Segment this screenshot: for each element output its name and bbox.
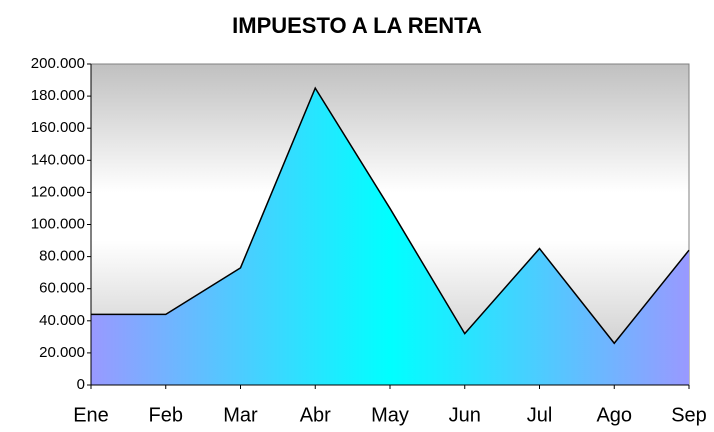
x-tick-label: Abr (300, 404, 331, 426)
y-tick-label: 0 (77, 376, 85, 393)
line (91, 86, 690, 345)
x-tick-label: Sep (671, 404, 707, 426)
area (91, 88, 689, 385)
y-tick-label: 160.000 (31, 119, 85, 136)
y-tick-label: 200.000 (31, 55, 85, 72)
x-tick-label: Feb (149, 404, 183, 426)
y-tick-label: 20.000 (39, 344, 85, 361)
chart-title: IMPUESTO A LA RENTA (232, 13, 482, 38)
y-tick-label: 60.000 (39, 280, 85, 297)
x-tick-label: Jul (527, 404, 553, 426)
y-tick-label: 80.000 (39, 248, 85, 265)
y-tick-label: 140.000 (31, 151, 85, 168)
y-tick-label: 40.000 (39, 312, 85, 329)
y-tick-label: 120.000 (31, 183, 85, 200)
x-tick-label: Ene (73, 404, 109, 426)
x-tick-label: Mar (223, 404, 258, 426)
x-tick-label: Jun (449, 404, 481, 426)
y-tick-label: 180.000 (31, 87, 85, 104)
x-tick-label: Ago (596, 404, 632, 426)
y-tick-label: 100.000 (31, 215, 85, 232)
x-tick-label: May (371, 404, 409, 426)
